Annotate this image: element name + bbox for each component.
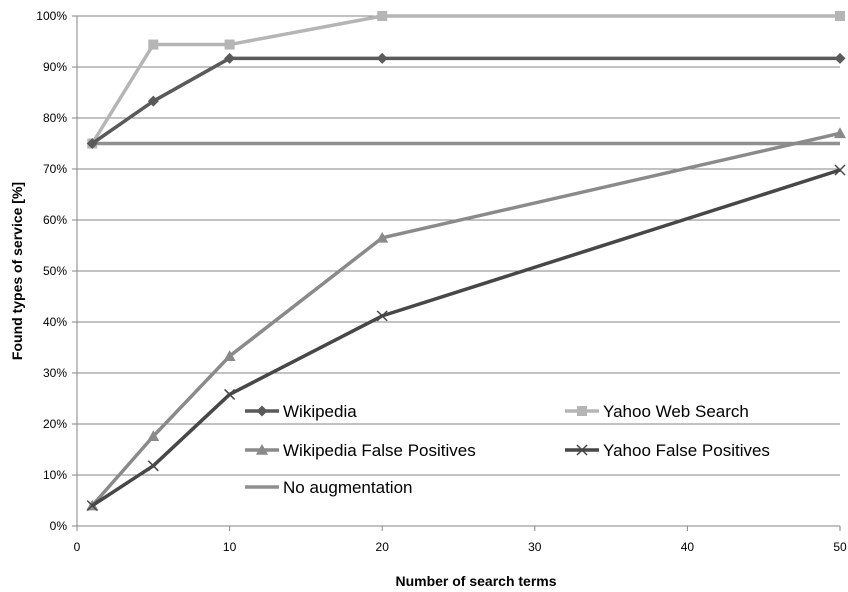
y-tick-label: 0% bbox=[50, 519, 68, 533]
legend-marker bbox=[256, 444, 268, 455]
series-lines bbox=[86, 11, 846, 512]
legend-item-yahoo-false-positives: Yahoo False Positives bbox=[565, 441, 770, 460]
legend-item-no-augmentation: No augmentation bbox=[245, 478, 412, 497]
data-point bbox=[86, 500, 98, 512]
axes bbox=[72, 15, 841, 531]
legend-item-yahoo-web-search: Yahoo Web Search bbox=[565, 402, 749, 421]
data-point bbox=[224, 39, 235, 50]
series-yahoo-web-search bbox=[87, 11, 845, 149]
y-tick-label: 90% bbox=[43, 60, 67, 74]
x-tick-label: 30 bbox=[528, 540, 542, 554]
legend-label: Yahoo False Positives bbox=[603, 441, 770, 460]
y-tick-label: 100% bbox=[36, 9, 67, 23]
data-point bbox=[834, 127, 846, 139]
legend-item-wikipedia-false-positives: Wikipedia False Positives bbox=[245, 441, 476, 460]
data-point bbox=[376, 231, 389, 243]
data-point bbox=[224, 52, 236, 64]
x-tick-label: 40 bbox=[681, 540, 695, 554]
y-tick-label: 70% bbox=[43, 162, 67, 176]
y-tick-label: 20% bbox=[43, 417, 67, 431]
x-axis-title: Number of search terms bbox=[395, 573, 556, 589]
x-tick-label: 50 bbox=[833, 540, 847, 554]
data-point bbox=[147, 95, 159, 107]
legend-label: Wikipedia False Positives bbox=[283, 441, 476, 460]
x-axis-tick-labels: 0 10 20 30 40 50 bbox=[74, 540, 847, 554]
x-tick-label: 0 bbox=[74, 540, 81, 554]
data-point bbox=[148, 39, 159, 50]
data-point bbox=[224, 388, 236, 400]
x-tick-label: 20 bbox=[376, 540, 390, 554]
series-wikipedia bbox=[86, 52, 846, 149]
legend-label: Yahoo Web Search bbox=[603, 402, 749, 421]
data-point bbox=[377, 11, 388, 21]
legend-marker bbox=[576, 444, 588, 456]
y-tick-label: 80% bbox=[43, 111, 67, 125]
y-axis-title: Found types of service [%] bbox=[9, 182, 25, 360]
legend-label: No augmentation bbox=[283, 478, 412, 497]
y-tick-label: 50% bbox=[43, 264, 67, 278]
series-wikipedia-false-positives bbox=[86, 127, 846, 511]
series-line bbox=[90, 14, 840, 145]
series-line bbox=[91, 56, 840, 145]
y-tick-label: 10% bbox=[43, 468, 67, 482]
y-axis-tick-labels: 0% 10% 20% 30% 40% 50% 60% 70% 80% 90% 100% bbox=[36, 9, 67, 533]
y-tick-label: 40% bbox=[43, 315, 67, 329]
data-point bbox=[376, 310, 388, 322]
series-yahoo-false-positives bbox=[86, 164, 846, 512]
x-tick-label: 10 bbox=[223, 540, 237, 554]
legend-item-wikipedia: Wikipedia bbox=[245, 402, 357, 421]
legend-label: Wikipedia bbox=[283, 402, 357, 421]
legend-marker bbox=[577, 406, 587, 416]
legend: Wikipedia Yahoo Web Search Wikipedia False… bbox=[245, 402, 770, 497]
y-tick-label: 60% bbox=[43, 213, 67, 227]
data-point bbox=[86, 138, 98, 149]
y-tick-label: 30% bbox=[43, 366, 67, 380]
data-point bbox=[147, 430, 160, 442]
data-point bbox=[834, 164, 846, 176]
data-point bbox=[223, 350, 236, 361]
data-point bbox=[147, 460, 159, 472]
legend-marker bbox=[256, 405, 268, 417]
data-point bbox=[376, 52, 388, 64]
data-point bbox=[835, 11, 845, 21]
data-point bbox=[834, 52, 846, 64]
